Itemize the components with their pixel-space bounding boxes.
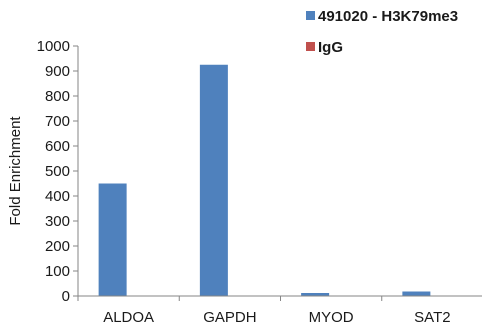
legend-label-1: IgG bbox=[318, 39, 343, 56]
y-tick-label: 200 bbox=[45, 238, 70, 255]
legend-swatch-0 bbox=[306, 11, 315, 20]
legend: 491020 - H3K79me3 IgG bbox=[306, 8, 458, 56]
axes bbox=[78, 46, 482, 296]
y-tick-label: 700 bbox=[45, 113, 70, 130]
y-tick-label: 400 bbox=[45, 188, 70, 205]
y-tick-label: 500 bbox=[45, 163, 70, 180]
bar-sat2-series-0 bbox=[402, 292, 430, 297]
x-tick-label: ALDOA bbox=[103, 309, 154, 326]
legend-swatch-1 bbox=[306, 42, 315, 51]
y-tick-label: 300 bbox=[45, 213, 70, 230]
bars bbox=[99, 65, 431, 296]
y-tick-label: 0 bbox=[62, 288, 70, 305]
y-tick-label: 1000 bbox=[37, 38, 70, 55]
bar-aldoa-series-0 bbox=[99, 184, 127, 297]
y-tick-label: 900 bbox=[45, 63, 70, 80]
y-axis-label: Fold Enrichment bbox=[7, 116, 24, 226]
y-tick-label: 100 bbox=[45, 263, 70, 280]
x-tick-label: SAT2 bbox=[414, 309, 450, 326]
x-tick-label: MYOD bbox=[309, 309, 354, 326]
y-axis-ticks: 0 100 200 300 400 500 600 700 800 900 1000 bbox=[37, 38, 78, 305]
y-tick-label: 600 bbox=[45, 138, 70, 155]
legend-label-0: 491020 - H3K79me3 bbox=[318, 8, 458, 25]
x-tick-label: GAPDH bbox=[203, 309, 256, 326]
x-axis-ticks: ALDOA GAPDH MYOD SAT2 bbox=[78, 296, 482, 326]
y-tick-label: 800 bbox=[45, 88, 70, 105]
bar-gapdh-series-0 bbox=[200, 65, 228, 296]
